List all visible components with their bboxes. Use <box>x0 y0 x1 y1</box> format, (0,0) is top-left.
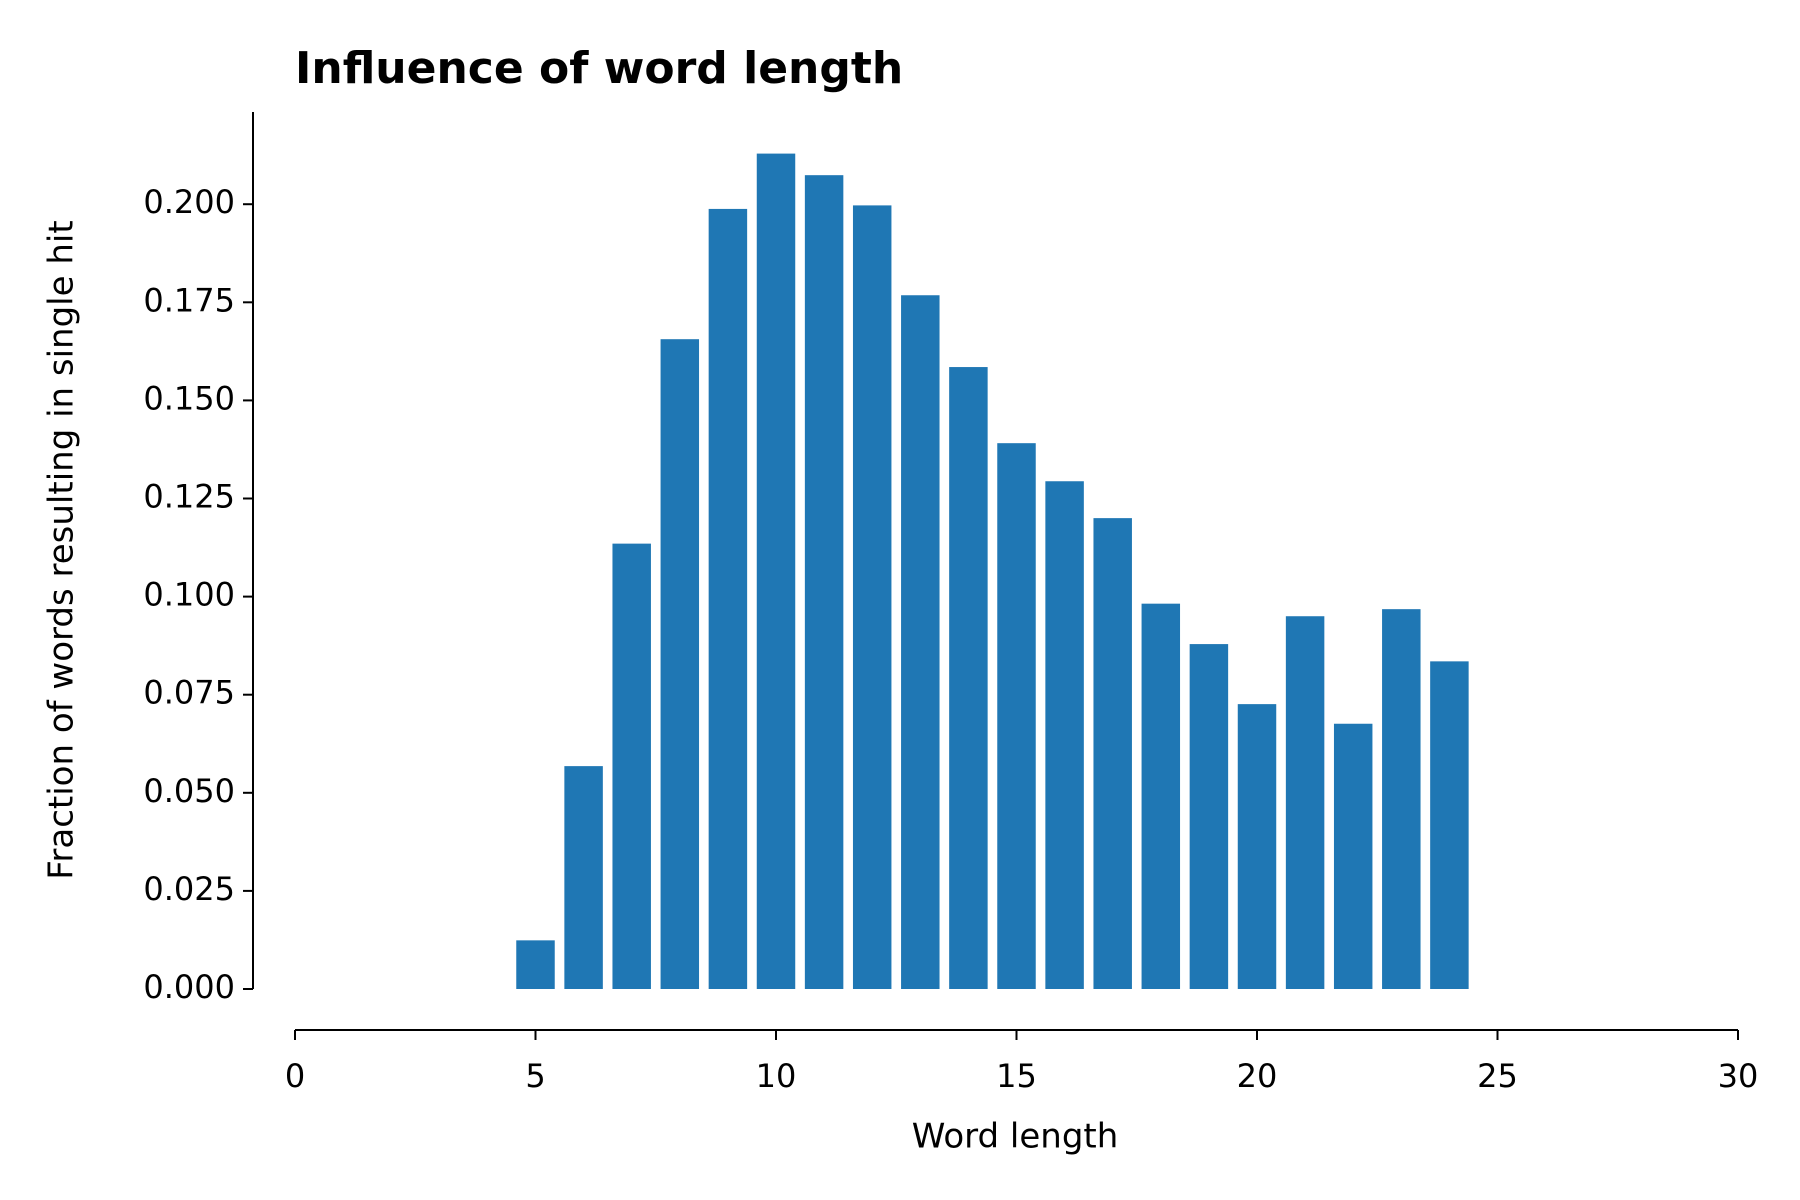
bar <box>1430 661 1469 989</box>
y-tick-label: 0.075 <box>143 674 235 712</box>
y-tick-label: 0.150 <box>143 379 235 417</box>
chart-title: Influence of word length <box>295 43 903 94</box>
bar <box>1333 723 1373 989</box>
bar <box>1045 481 1084 989</box>
y-tick-label: 0.050 <box>143 772 235 810</box>
bar <box>901 295 940 989</box>
y-tick-label: 0.200 <box>143 183 235 221</box>
bar <box>564 766 603 989</box>
x-tick-label: 25 <box>1477 1057 1518 1095</box>
bar <box>997 443 1036 989</box>
bar <box>1189 644 1229 989</box>
y-axis-label: Fraction of words resulting in single hi… <box>42 220 82 879</box>
x-tick-label: 30 <box>1718 1057 1759 1095</box>
y-tick-label: 0.025 <box>143 870 235 908</box>
y-tick-label: 0.100 <box>143 576 235 614</box>
y-tick-label: 0.000 <box>143 968 235 1006</box>
y-tick-label: 0.125 <box>143 478 235 516</box>
bar <box>852 205 892 989</box>
x-axis-label: Word length <box>912 1117 1119 1157</box>
bar <box>660 339 700 989</box>
x-tick-label: 5 <box>525 1057 545 1095</box>
bar <box>1382 609 1421 989</box>
bar <box>1237 704 1277 989</box>
bar <box>516 940 555 989</box>
x-tick-label: 0 <box>285 1057 305 1095</box>
bar <box>949 367 988 990</box>
bar <box>612 543 651 989</box>
x-tick-label: 10 <box>756 1057 797 1095</box>
bar <box>708 208 748 989</box>
bar <box>756 153 796 989</box>
y-tick-label: 0.175 <box>143 281 235 319</box>
bar <box>804 175 844 989</box>
bar <box>1285 616 1325 989</box>
bar <box>1141 603 1181 989</box>
bar <box>1093 518 1132 989</box>
x-tick-label: 15 <box>996 1057 1037 1095</box>
x-tick-label: 20 <box>1237 1057 1278 1095</box>
